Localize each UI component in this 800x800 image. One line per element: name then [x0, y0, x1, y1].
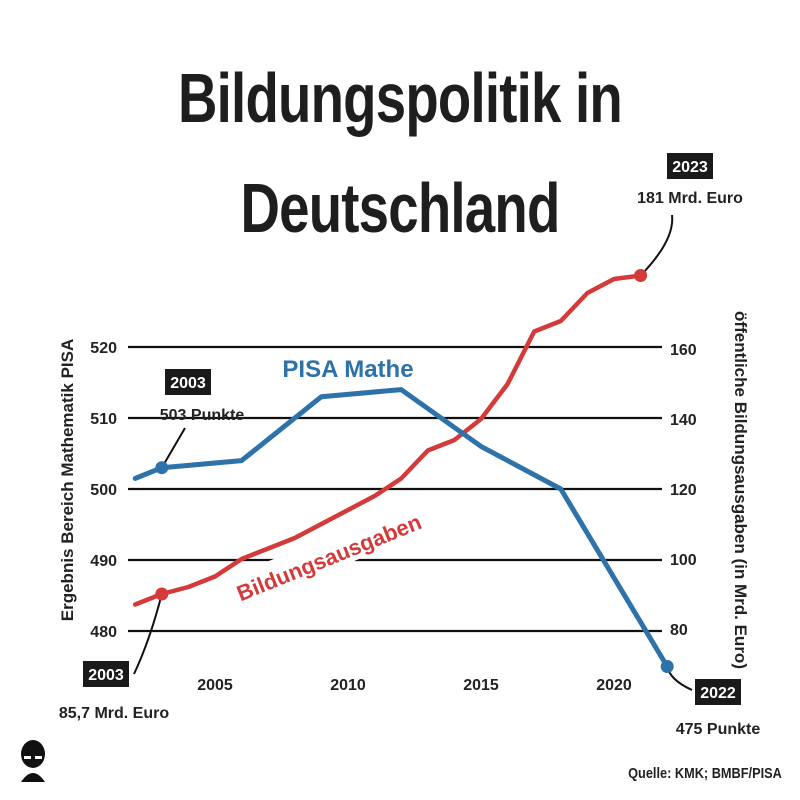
annotation-2003-pisa-box [165, 369, 211, 395]
source-note: Quelle: KMK; BMBF/PISA [628, 765, 782, 782]
left-tick-label: 510 [90, 411, 117, 428]
x-tick-label: 2010 [330, 677, 366, 694]
right-tick-label: 120 [670, 482, 697, 499]
annotation-475-punkte: 475 Punkte [676, 721, 761, 738]
series-label-pisa-mathe: PISA Mathe [282, 356, 413, 383]
right-tick-label: 140 [670, 412, 697, 429]
annotation-181-mrd: 181 Mrd. Euro [637, 190, 743, 207]
left-tick-label: 480 [90, 624, 117, 641]
annotation-leader [160, 427, 186, 469]
annotation-2003-spending-box [83, 661, 129, 687]
right-tick-label: 100 [670, 552, 697, 569]
data-point-spending-2003 [155, 587, 169, 601]
series-label-bildungsausgaben: Bildungsausgaben [233, 509, 425, 606]
series-label-background [247, 509, 408, 600]
annotation-2023-spending-box [667, 153, 713, 179]
logo-icon [16, 738, 50, 787]
data-point-spending-2023 [634, 269, 648, 282]
annotation-2023-spending-year: 2023 [672, 159, 708, 176]
annotation-leader [639, 214, 674, 277]
left-tick-label: 490 [90, 553, 117, 570]
title-line-1: Bildungspolitik in [178, 59, 623, 137]
annotation-503-punkte: 503 Punkte [160, 407, 245, 424]
left-tick-label: 500 [90, 482, 117, 499]
annotation-2022-pisa-year: 2022 [700, 685, 736, 702]
annotation-2003-pisa-year: 2003 [170, 375, 206, 392]
right-tick-label: 80 [670, 622, 688, 639]
data-point-pisa-2003 [155, 461, 169, 475]
annotation-leader [133, 593, 163, 675]
x-tick-label: 2015 [463, 677, 499, 694]
x-tick-label: 2020 [596, 677, 632, 694]
right-axis-label: öffentliche Bildungsausgaben (in Mrd. Eu… [731, 311, 750, 669]
series-line-pisa-mathe [132, 387, 670, 669]
right-tick-label: 160 [670, 342, 697, 359]
data-point-pisa-2022 [660, 660, 674, 673]
series-line-bildungsausgaben [132, 273, 643, 607]
annotation-857-mrd: 85,7 Mrd. Euro [59, 705, 169, 722]
left-axis-label: Ergebnis Bereich Mathematik PISA [58, 339, 77, 621]
annotation-2003-spending-year: 2003 [88, 667, 124, 684]
annotation-2022-pisa-box [695, 679, 741, 705]
left-tick-label: 520 [90, 340, 117, 357]
x-tick-label: 2005 [197, 677, 233, 694]
title-line-2: Deutschland [240, 169, 560, 247]
